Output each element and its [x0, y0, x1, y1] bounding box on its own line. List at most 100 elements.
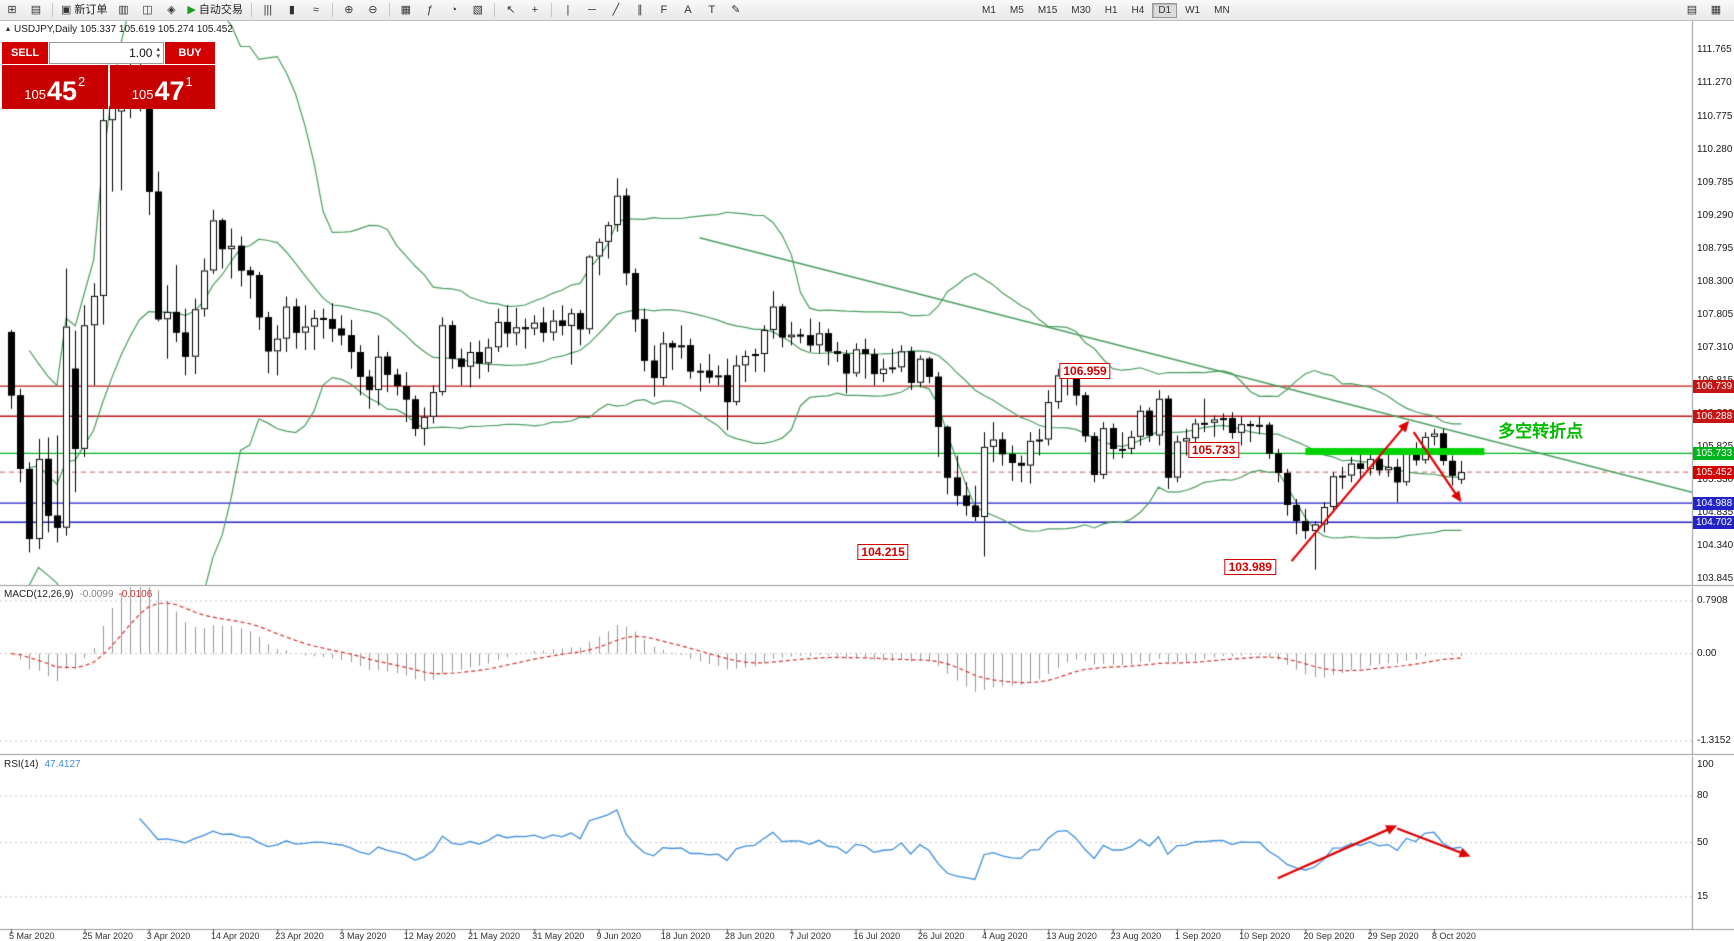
date-axis-tick: 12 May 2020 [403, 931, 456, 941]
timeframe-mn-button[interactable]: MN [1214, 4, 1230, 16]
macd-main-value: -0.0099 [79, 589, 114, 600]
timeframe-w1-button[interactable]: W1 [1185, 4, 1201, 16]
vertical-line-icon[interactable]: | [557, 1, 579, 19]
profiles-icon[interactable]: ▤ [25, 1, 47, 19]
zoom-out-icon: ⊖ [368, 4, 378, 16]
line-chart-icon[interactable]: ≈ [305, 1, 327, 19]
toolbar-groups: ⊞ ▤ ▣ 新订单 ▥ ◫ ◈ ▶ 自动交易 ||| ▮ ≈ ⊕ ⊖ ▦ ƒ ◔ ▧ ↖ + | ─ ╱ ∥ F A T ✎ [0, 0, 748, 20]
bid-prefix: 105 [24, 87, 46, 102]
price-callout-label[interactable]: 105.733 [1187, 442, 1240, 459]
auto-trading-icon: ▶ [187, 4, 196, 16]
date-axis-tick: 3 Apr 2020 [146, 931, 191, 941]
toolbar-separator [388, 3, 390, 17]
buy-button[interactable]: BUY [165, 42, 215, 64]
timeframe-m1-button[interactable]: M1 [982, 4, 996, 16]
data-window-icon[interactable]: ◫ [136, 1, 158, 19]
turning-point-annotation[interactable]: 多空转折点 [1498, 422, 1584, 442]
price-line-label[interactable]: 106.739 [1693, 379, 1734, 393]
date-axis-tick: 8 Oct 2020 [1431, 931, 1476, 941]
timeframe-m5-button[interactable]: M5 [1009, 4, 1024, 16]
rsi-axis-tick: 15 [1697, 890, 1709, 902]
price-axis-tick: 108.300 [1697, 275, 1734, 287]
date-axis-tick: 28 Jun 2020 [725, 931, 775, 941]
toolbar-layout-icon[interactable]: ▦ [1710, 4, 1722, 16]
timeframe-m15-button[interactable]: M15 [1037, 4, 1058, 16]
toolbar-windows-icon[interactable]: ▤ [1686, 4, 1698, 16]
price-axis-tick: 110.280 [1697, 143, 1733, 155]
price-line-label[interactable]: 104.702 [1693, 515, 1734, 529]
volume-value: 1.00 [129, 46, 153, 60]
price-line-label[interactable]: 105.733 [1693, 446, 1734, 460]
auto-trading-button[interactable]: ▶ 自动交易 [184, 1, 245, 19]
ask-price-button[interactable]: 105 47 1 [109, 65, 215, 109]
periods-icon: ◔ [450, 4, 458, 16]
equidistant-channel-icon: ∥ [637, 4, 643, 16]
zoom-out-icon[interactable]: ⊖ [362, 1, 384, 19]
ask-pipette: 1 [185, 74, 193, 89]
data-window-icon: ◫ [142, 4, 153, 16]
toolbar-separator [52, 3, 53, 17]
timeframe-m30-button[interactable]: M30 [1071, 4, 1091, 16]
price-callout-label[interactable]: 106.959 [1059, 362, 1111, 379]
indicators-icon: ƒ [426, 4, 433, 16]
price-axis-tick: 108.795 [1697, 242, 1734, 254]
line-chart-icon: ≈ [312, 4, 319, 16]
candlestick-chart-icon: ▮ [288, 4, 295, 16]
ask-prefix: 105 [131, 87, 154, 102]
trendline-icon[interactable]: ╱ [605, 1, 627, 19]
price-axis-tick: 105.330 [1697, 474, 1734, 486]
price-axis-tick: 107.310 [1697, 341, 1734, 353]
candlestick-chart-icon[interactable]: ▮ [281, 1, 303, 19]
tile-windows-icon[interactable]: ▦ [395, 1, 417, 19]
rsi-value: 47.4127 [44, 759, 81, 770]
text-icon[interactable]: A [677, 1, 699, 19]
trendline-icon: ╱ [612, 4, 620, 16]
indicators-icon[interactable]: ƒ [419, 1, 441, 19]
navigator-icon[interactable]: ◈ [160, 1, 182, 19]
drawing-tools-icon: ✎ [731, 4, 741, 16]
timeframe-h4-button[interactable]: H4 [1131, 4, 1145, 16]
bar-chart-icon[interactable]: ||| [257, 1, 279, 19]
collapse-panel-icon[interactable]: ▴ [6, 24, 11, 33]
timeframe-h1-button[interactable]: H1 [1104, 4, 1118, 16]
new-order-icon: ▣ [61, 4, 72, 16]
price-callout-label[interactable]: 104.215 [857, 544, 909, 561]
price-callout-label[interactable]: 103.989 [1224, 559, 1276, 576]
volume-field[interactable]: 1.00 ▴ ▾ [49, 42, 164, 64]
date-axis-tick: 10 Sep 2020 [1239, 931, 1291, 941]
equidistant-channel-icon[interactable]: ∥ [629, 1, 651, 19]
date-axis-tick: 31 May 2020 [532, 931, 585, 941]
templates-icon[interactable]: ▧ [467, 1, 489, 19]
text-label-icon[interactable]: T [701, 1, 723, 19]
zoom-in-icon[interactable]: ⊕ [338, 1, 360, 19]
market-watch-icon[interactable]: ▥ [112, 1, 134, 19]
periods-icon[interactable]: ◔ [443, 1, 465, 19]
horizontal-line-icon[interactable]: ─ [581, 1, 603, 19]
templates-icon: ▧ [472, 4, 484, 16]
cursor-icon[interactable]: ↖ [500, 1, 522, 19]
toolbar-separator [250, 3, 252, 17]
sell-button[interactable]: SELL [2, 42, 48, 64]
main-toolbar: ⊞ ▤ ▣ 新订单 ▥ ◫ ◈ ▶ 自动交易 ||| ▮ ≈ ⊕ ⊖ ▦ ƒ ◔ ▧ ↖ + | ─ ╱ ∥ F A T ✎ M1 M5… [0, 0, 1734, 21]
macd-axis-tick: -1.3152 [1697, 735, 1731, 747]
text-icon: A [684, 4, 692, 16]
price-line-label[interactable]: 104.988 [1693, 496, 1734, 510]
new-order-button[interactable]: ▣ 新订单 [58, 1, 110, 19]
fibonacci-icon[interactable]: F [653, 1, 675, 19]
new-chart-icon[interactable]: ⊞ [1, 1, 23, 19]
volume-up-button[interactable]: ▴ [156, 46, 160, 53]
bid-price-button[interactable]: 105 45 2 [2, 65, 108, 109]
symbol-header: ▴ USDJPY,Daily 105.337 105.619 105.274 10… [6, 24, 233, 35]
toolbar-separator [550, 3, 552, 17]
drawing-tools-icon[interactable]: ✎ [725, 1, 747, 19]
macd-name: MACD(12,26,9) [4, 589, 74, 600]
tile-windows-icon: ▦ [400, 4, 412, 16]
timeframe-d1-button[interactable]: D1 [1152, 2, 1178, 18]
price-line-label[interactable]: 105.452 [1693, 465, 1734, 479]
price-line-label[interactable]: 106.288 [1693, 409, 1734, 423]
bar-chart-icon: ||| [263, 4, 273, 16]
crosshair-icon[interactable]: + [524, 1, 546, 19]
volume-down-button[interactable]: ▾ [156, 53, 160, 60]
bid-big-digits: 45 [46, 76, 77, 106]
